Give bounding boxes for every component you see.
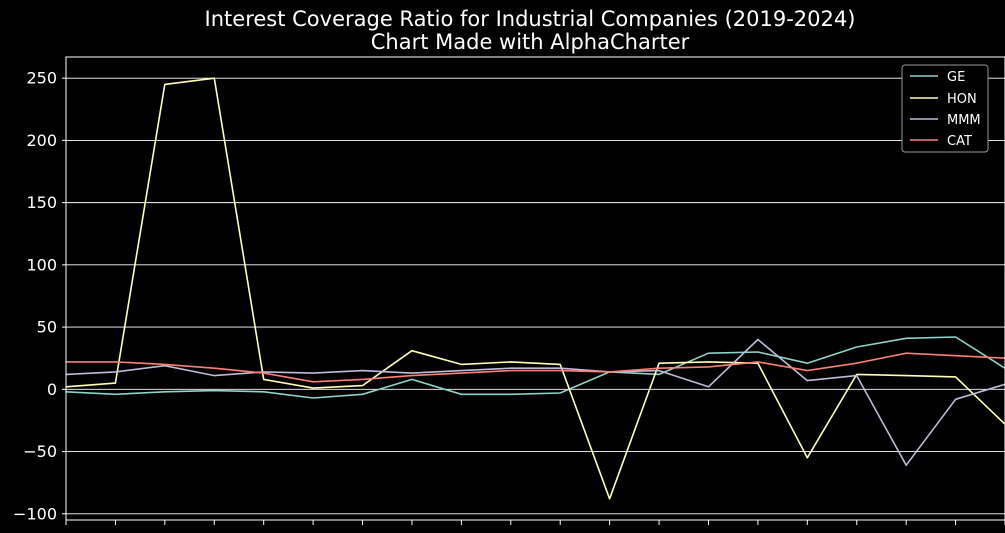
legend: GE HON MMM CAT bbox=[901, 64, 989, 153]
legend-label-cat: CAT bbox=[947, 134, 972, 149]
legend-box bbox=[901, 64, 989, 153]
chart-title: Interest Coverage Ratio for Industrial C… bbox=[205, 7, 856, 31]
y-tick-label: 150 bbox=[26, 193, 57, 212]
series-line-mmm bbox=[65, 338, 1005, 467]
plot-frame bbox=[65, 56, 1005, 521]
y-tick-label: 100 bbox=[26, 255, 57, 274]
y-tick-label: 50 bbox=[37, 318, 57, 337]
series-lines bbox=[65, 77, 1005, 500]
y-tick-label: 250 bbox=[26, 69, 57, 88]
x-axis bbox=[65, 520, 1005, 525]
y-tick-label: −100 bbox=[13, 504, 57, 523]
series-line-ge bbox=[65, 336, 1005, 399]
grid-lines bbox=[66, 77, 1005, 515]
series-line-cat bbox=[66, 352, 1005, 383]
series-line-hon bbox=[65, 77, 1005, 500]
legend-label-mmm: MMM bbox=[947, 113, 981, 128]
y-axis: 250 200 150 100 50 0 −50 −100 bbox=[13, 69, 66, 523]
legend-label-hon: HON bbox=[947, 92, 977, 107]
chart-subtitle: Chart Made with AlphaCharter bbox=[371, 30, 690, 54]
y-tick-label: −50 bbox=[23, 442, 57, 461]
y-tick-label: 0 bbox=[47, 380, 57, 399]
y-tick-label: 200 bbox=[26, 131, 57, 150]
legend-label-ge: GE bbox=[947, 70, 965, 85]
